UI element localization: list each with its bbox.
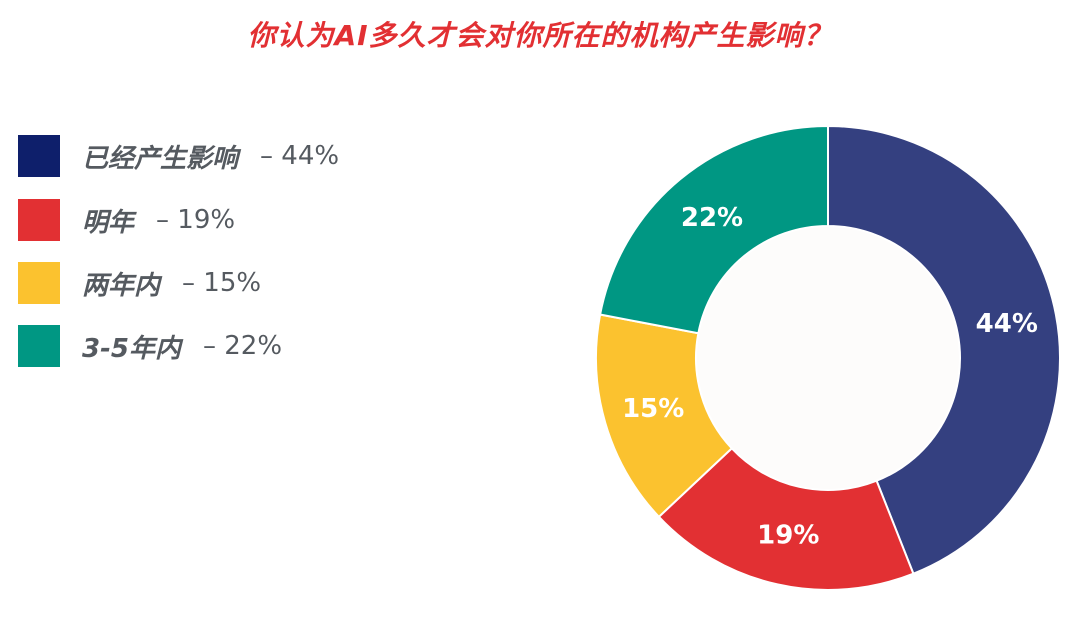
legend-value-two-years: 15%	[182, 268, 261, 298]
chart-title: 你认为AI多久才会对你所在的机构产生影响？	[247, 19, 833, 52]
donut-slice-two-years	[595, 313, 734, 519]
donut-label-three-five-years: 22%	[681, 203, 743, 233]
donut-slice-next-year	[657, 446, 915, 591]
legend-value-next-year: 19%	[156, 205, 235, 235]
legend-label-next-year: 明年	[82, 207, 135, 238]
legend-item-already: 已经产生影响 44%	[18, 134, 339, 178]
legend-item-three-five-years: 3-5年内 22%	[18, 324, 282, 368]
legend-label-three-five-years: 3-5年内	[82, 333, 181, 364]
legend-item-next-year: 明年 19%	[18, 198, 235, 242]
legend-label-two-years: 两年内	[82, 270, 161, 301]
legend-item-two-years: 两年内 15%	[18, 261, 261, 305]
legend: 已经产生影响 44% 明年 19% 两年内 15% 3-5年内 22%	[18, 0, 538, 629]
donut-slice-already	[827, 124, 1061, 576]
donut-slice-three-five-years	[598, 124, 829, 335]
donut-label-two-years: 15%	[622, 394, 684, 424]
legend-value-already: 44%	[260, 141, 339, 171]
legend-swatch-already	[18, 135, 60, 177]
donut-hole	[697, 227, 959, 489]
legend-swatch-two-years	[18, 262, 60, 304]
legend-swatch-three-five-years	[18, 325, 60, 367]
donut-label-already: 44%	[976, 309, 1038, 339]
donut-chart: 44% 19% 15% 22%	[595, 124, 1061, 591]
donut-label-next-year: 19%	[757, 521, 819, 551]
legend-swatch-next-year	[18, 199, 60, 241]
legend-value-three-five-years: 22%	[203, 331, 282, 361]
legend-label-already: 已经产生影响	[82, 143, 239, 174]
